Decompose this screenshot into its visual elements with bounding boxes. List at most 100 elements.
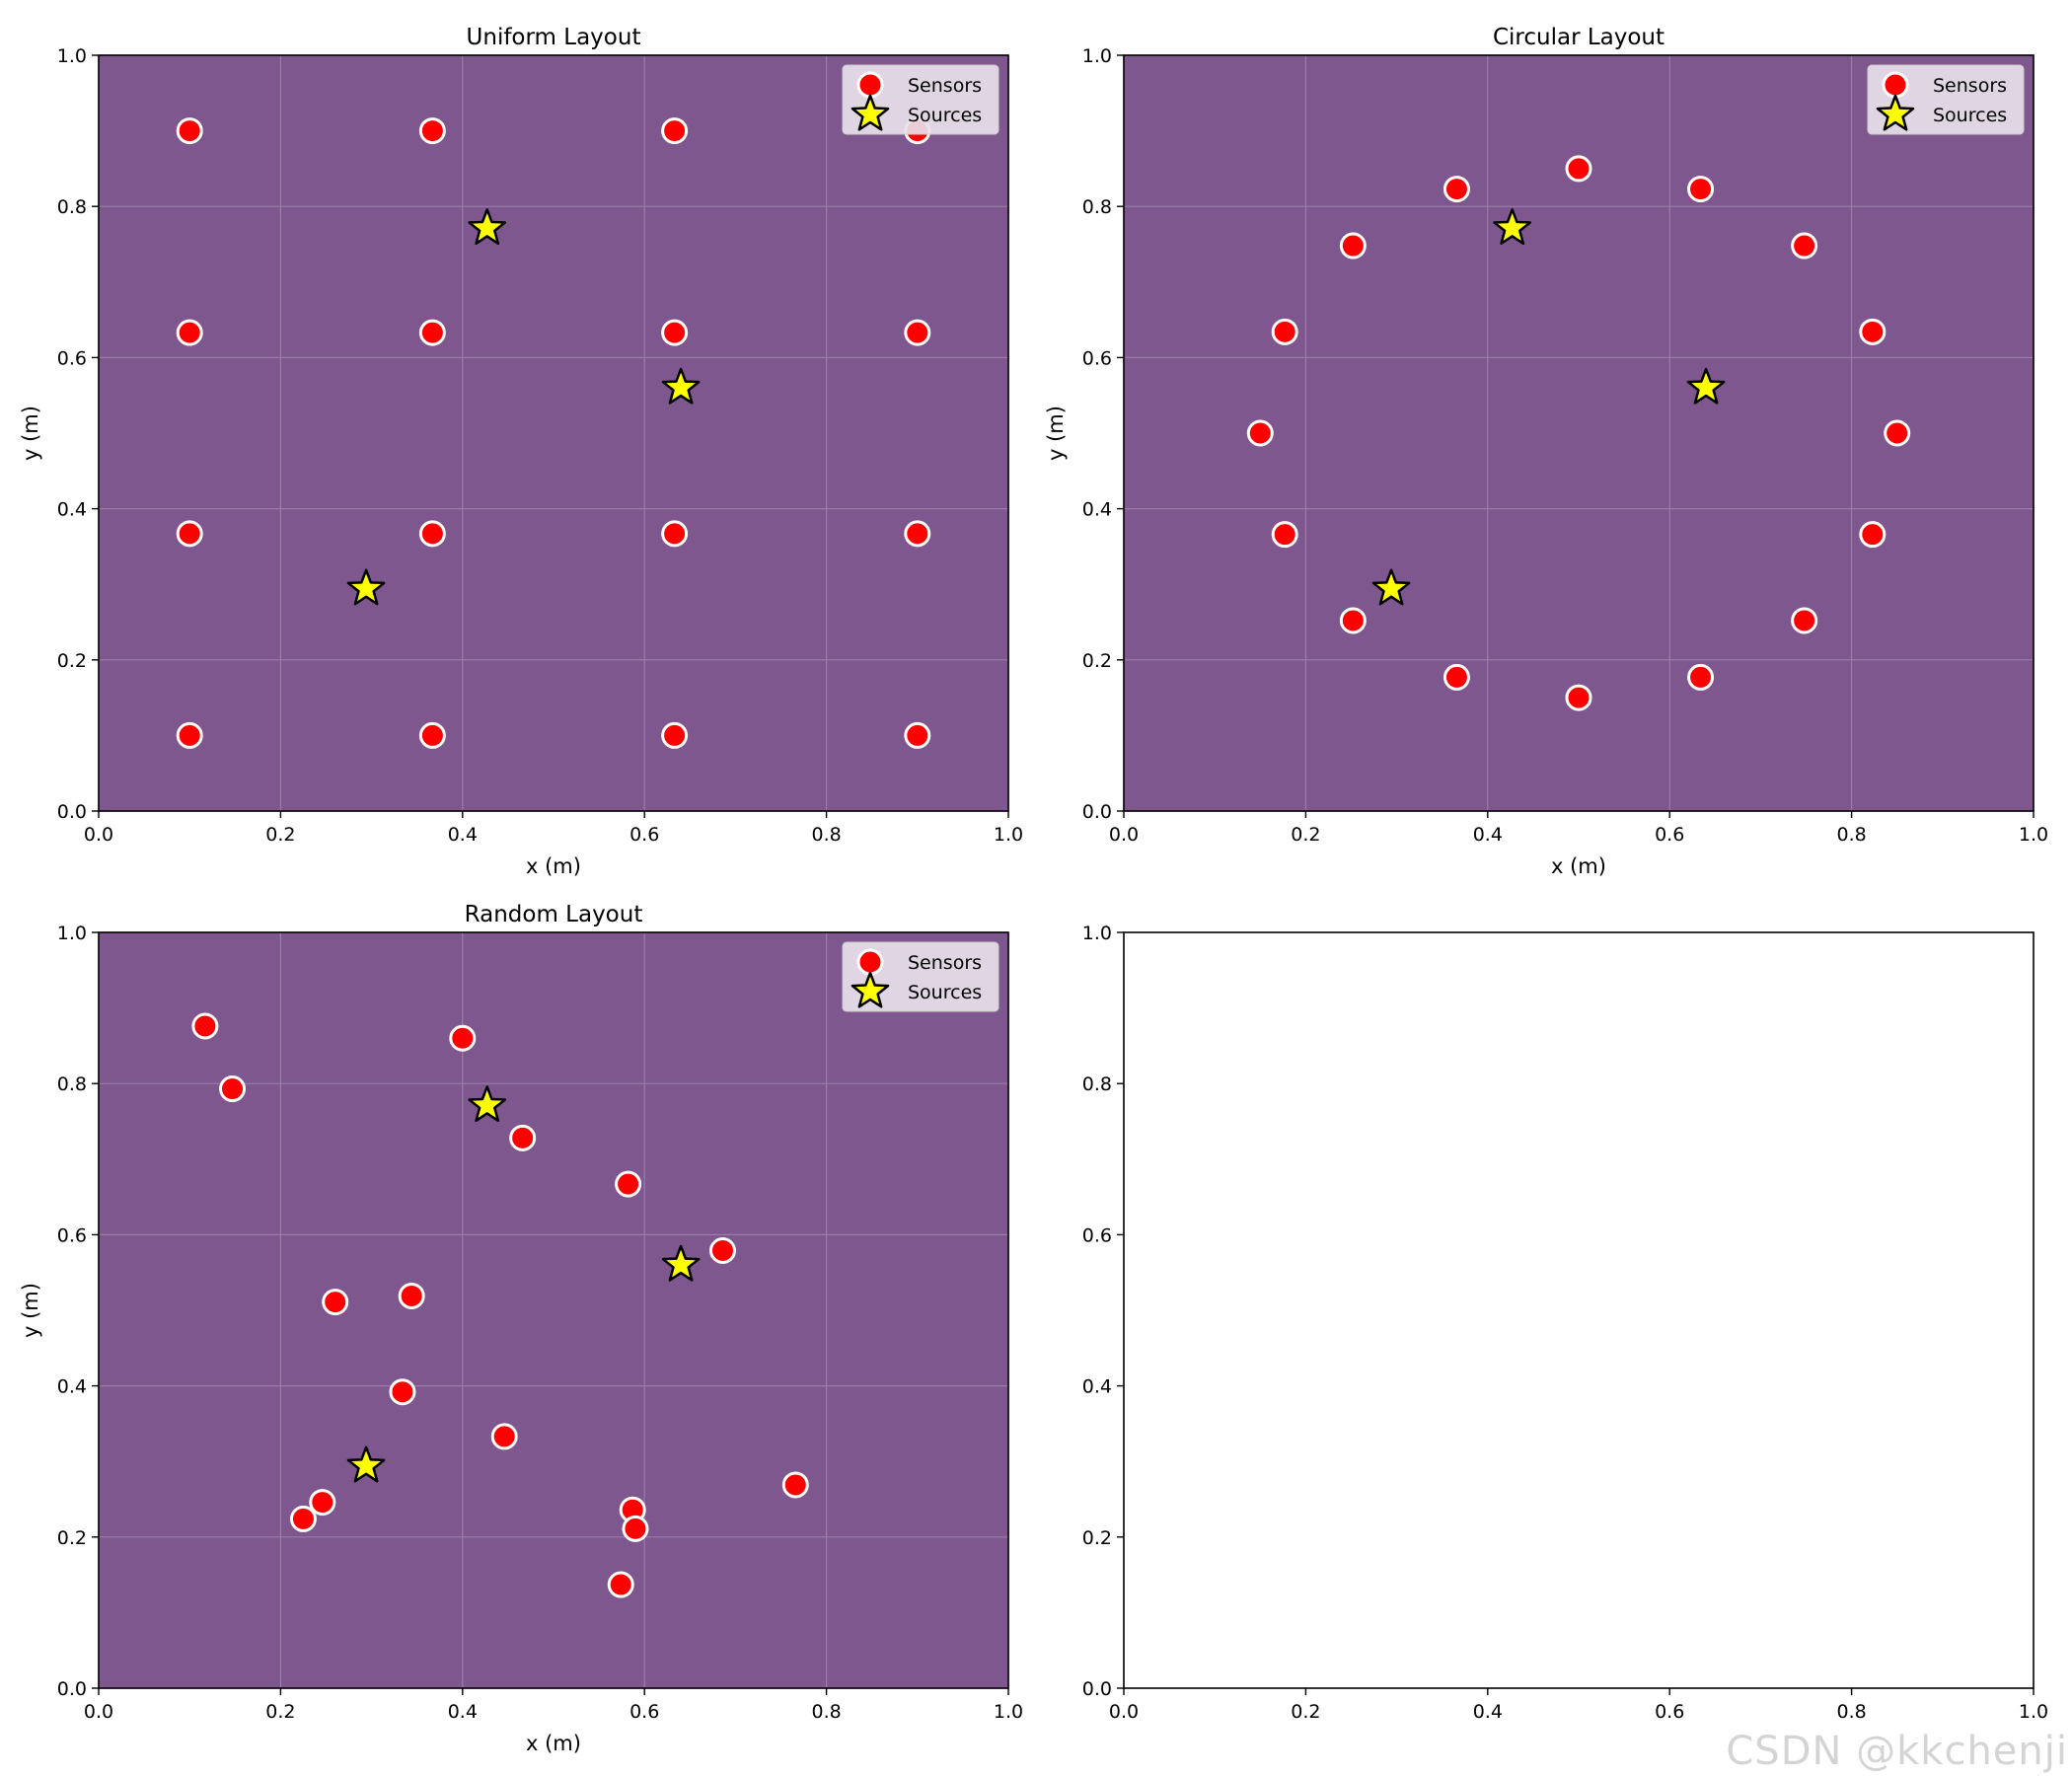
legend: Sensors Sources (842, 64, 999, 135)
chart-panel-1: 0.0 0.2 0.4 0.6 0.8 1.0 0.0 0.2 0.4 0.6 0.8 1.0 Unif… (19, 25, 1023, 878)
sensor-point (1443, 176, 1470, 203)
y-tick-label: 0.6 (1082, 347, 1112, 369)
y-tick-label: 0.4 (1082, 499, 1112, 521)
legend-label: Sensors (908, 75, 982, 97)
sensor-point (622, 1515, 649, 1542)
y-tick-label: 0.4 (57, 499, 87, 521)
x-tick-label: 0.4 (448, 824, 478, 846)
y-axis-label: y (m) (1044, 406, 1068, 461)
y-tick-label: 0.6 (57, 1224, 87, 1246)
source-star (346, 568, 386, 606)
sensor-point (904, 520, 931, 548)
chart-panel-4: 0.0 0.2 0.4 0.6 0.8 1.0 0.0 0.2 0.4 0.6 0.8 1.0 (1082, 923, 2048, 1723)
source-star (661, 1244, 701, 1282)
legend-source-marker (851, 94, 890, 131)
source-star (468, 1085, 507, 1123)
legend: Sensors Sources (842, 941, 999, 1012)
x-tick-label: 0.2 (265, 1701, 295, 1723)
x-tick-label: 1.0 (994, 1701, 1023, 1723)
axes-frame (1123, 54, 2035, 812)
sensor-point (1687, 663, 1715, 691)
sensor-point (176, 520, 203, 548)
sensor-point (615, 1170, 642, 1198)
sensor-point (661, 520, 689, 548)
y-axis-label: y (m) (19, 1283, 42, 1338)
series-sensors (1246, 155, 1911, 711)
sensor-point (418, 319, 446, 346)
x-tick-label: 0.0 (84, 824, 113, 846)
plot-area (99, 55, 1008, 811)
sensor-point (1859, 318, 1887, 345)
x-tick-label: 1.0 (2019, 824, 2048, 846)
chart-title: Uniform Layout (467, 25, 641, 50)
sensor-point (490, 1423, 518, 1450)
x-tick-label: 0.2 (1291, 1701, 1320, 1723)
source-star (346, 1445, 386, 1483)
sensor-point (389, 1378, 416, 1406)
legend-label: Sources (1933, 105, 2007, 126)
x-tick-label: 0.8 (1836, 1701, 1866, 1723)
series-sources (346, 208, 701, 606)
sensor-point (904, 721, 931, 749)
source-star (1686, 367, 1726, 405)
x-axis-label: x (m) (526, 854, 581, 878)
y-tick-label: 0.6 (57, 347, 87, 369)
y-tick-label: 0.0 (57, 1678, 87, 1700)
x-axis-label: x (m) (526, 1732, 581, 1755)
plot-area (99, 932, 1008, 1688)
y-tick-label: 0.4 (1082, 1376, 1112, 1398)
sensor-point (607, 1571, 634, 1598)
sensor-point (1565, 684, 1592, 711)
legend-sensor-marker (856, 948, 884, 976)
y-tick-label: 0.8 (57, 1073, 87, 1095)
x-tick-label: 0.6 (1655, 824, 1684, 846)
series-sources (346, 1085, 701, 1483)
sensor-point (322, 1289, 349, 1316)
y-tick-label: 1.0 (57, 923, 87, 944)
y-tick-label: 0.4 (57, 1376, 87, 1398)
x-tick-label: 1.0 (994, 824, 1023, 846)
sensor-point (1246, 419, 1274, 447)
y-tick-label: 0.8 (57, 196, 87, 218)
y-tick-label: 1.0 (1082, 45, 1112, 67)
sensor-point (176, 117, 203, 145)
sensor-point (1791, 607, 1818, 634)
y-tick-label: 0.0 (1082, 801, 1112, 823)
y-tick-label: 0.0 (57, 801, 87, 823)
x-tick-label: 0.0 (1109, 824, 1139, 846)
y-axis-label: y (m) (19, 406, 42, 461)
x-tick-label: 1.0 (2019, 1701, 2048, 1723)
legend-source-marker (1876, 94, 1915, 131)
sensor-point (219, 1075, 247, 1103)
x-tick-label: 0.4 (1473, 824, 1503, 846)
sensor-point (661, 721, 689, 749)
source-star (1493, 208, 1532, 246)
sensor-point (1271, 521, 1298, 549)
sensor-point (1271, 318, 1298, 345)
sensor-point (449, 1024, 477, 1052)
y-tick-label: 0.2 (57, 1527, 87, 1549)
x-tick-label: 0.8 (1836, 824, 1866, 846)
axes-frame (98, 931, 1009, 1689)
sensor-point (191, 1012, 219, 1040)
y-tick-label: 0.8 (1082, 196, 1112, 218)
series-sources (1371, 208, 1726, 606)
y-tick-label: 0.2 (1082, 650, 1112, 672)
x-tick-label: 0.2 (265, 824, 295, 846)
legend-sensor-marker (856, 71, 884, 99)
sensor-point (1565, 155, 1592, 183)
source-star (661, 367, 701, 405)
axes-frame (1123, 931, 2035, 1689)
sensor-point (418, 520, 446, 548)
legend-label: Sources (908, 105, 982, 126)
y-tick-label: 1.0 (1082, 923, 1112, 944)
sensor-point (289, 1505, 317, 1532)
x-tick-label: 0.6 (629, 1701, 659, 1723)
x-tick-label: 0.6 (1655, 1701, 1684, 1723)
sensor-point (1859, 521, 1887, 549)
sensor-point (1687, 176, 1715, 203)
sensor-point (309, 1489, 336, 1517)
sensor-point (708, 1236, 736, 1264)
legend-label: Sensors (908, 952, 982, 974)
